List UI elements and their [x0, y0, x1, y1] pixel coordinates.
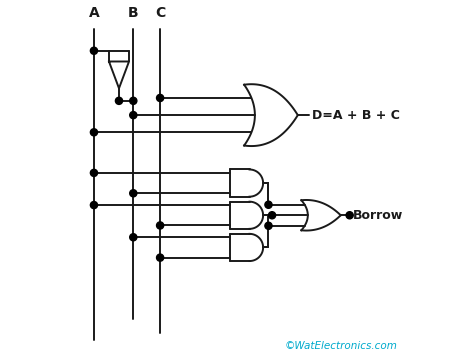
Circle shape	[268, 212, 275, 219]
Circle shape	[156, 254, 164, 261]
Text: A: A	[89, 6, 100, 20]
Text: ©WatElectronics.com: ©WatElectronics.com	[285, 341, 398, 351]
Circle shape	[91, 169, 98, 177]
Circle shape	[91, 47, 98, 54]
Circle shape	[346, 212, 353, 219]
Circle shape	[156, 94, 164, 102]
Text: B: B	[128, 6, 138, 20]
Circle shape	[156, 222, 164, 229]
Circle shape	[130, 234, 137, 241]
Text: D=A + B + C: D=A + B + C	[312, 109, 400, 122]
Text: C: C	[155, 6, 165, 20]
Circle shape	[130, 112, 137, 119]
Circle shape	[91, 201, 98, 209]
Circle shape	[91, 129, 98, 136]
Circle shape	[130, 97, 137, 104]
Circle shape	[130, 190, 137, 197]
Text: Borrow: Borrow	[353, 209, 403, 222]
Circle shape	[115, 97, 123, 104]
Circle shape	[265, 222, 272, 229]
Circle shape	[265, 201, 272, 208]
